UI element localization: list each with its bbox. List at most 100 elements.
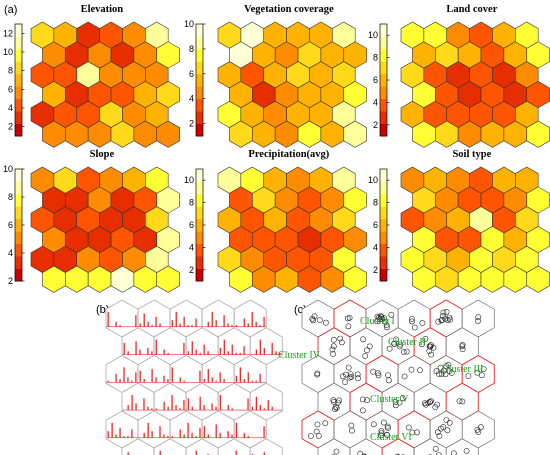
sample-point <box>443 308 450 315</box>
sample-point <box>346 374 353 381</box>
plane-6: Soil type 2 4 6 8 10 <box>368 149 550 293</box>
colorbar-swatch <box>15 61 22 75</box>
colorbar-frame <box>195 23 204 137</box>
sample-point <box>443 417 450 423</box>
sample-point <box>393 336 400 343</box>
sample-point <box>378 428 385 434</box>
colorbar-swatch <box>380 268 387 282</box>
colorbar-swatch <box>15 48 22 62</box>
cluster-label: Cluster II <box>388 337 426 348</box>
sample-point <box>463 448 470 454</box>
colorbar-tick-label: 8 <box>189 44 194 54</box>
sample-point <box>376 316 383 323</box>
cluster-hex <box>381 438 415 455</box>
sample-point <box>403 348 410 355</box>
sample-point <box>338 339 345 346</box>
sample-point <box>385 425 391 431</box>
cluster-hex <box>413 438 447 455</box>
sample-point <box>347 371 354 378</box>
colorbar-tick-label: 2 <box>373 265 378 275</box>
sample-point <box>396 343 403 350</box>
colorbar-swatch <box>380 181 387 195</box>
cluster-cell <box>461 410 495 449</box>
hex-grid <box>217 21 367 148</box>
sample-point <box>425 400 432 406</box>
colorbar-swatch <box>196 98 203 112</box>
sample-point <box>448 370 455 376</box>
sample-point <box>348 427 355 434</box>
hex-grid <box>30 21 180 148</box>
sample-point <box>459 346 466 353</box>
colorbar-tick-label: 8 <box>373 53 378 63</box>
sample-point <box>383 322 390 328</box>
profile-cell <box>233 410 267 449</box>
colorbar-tick-label: 4 <box>189 94 194 104</box>
sample-point <box>446 314 453 321</box>
colorbar-swatch <box>380 206 387 220</box>
sample-point <box>333 404 340 411</box>
colorbar-swatch <box>15 231 22 245</box>
colorbar-swatch <box>196 181 203 195</box>
sample-point <box>310 317 317 324</box>
sample-point <box>359 396 366 403</box>
plane-title: Land cover <box>446 4 497 15</box>
sample-point <box>426 399 433 405</box>
plane-title: Vegetation coverage <box>244 4 334 15</box>
sample-point <box>433 368 440 375</box>
colorbar-tick-label: 12 <box>3 28 13 38</box>
colorbar-swatch <box>196 268 203 282</box>
sample-point <box>477 424 484 431</box>
sample-point <box>334 399 341 406</box>
sample-point <box>311 313 318 320</box>
colorbar-swatch <box>15 123 22 137</box>
colorbar-tick-label: 6 <box>189 69 194 79</box>
hex-cell <box>156 120 180 148</box>
sample-point <box>392 402 399 409</box>
colorbar-swatch <box>380 218 387 232</box>
sample-point <box>355 375 361 382</box>
colorbar-swatch <box>380 61 387 75</box>
sample-point <box>366 343 373 350</box>
hex-grid <box>217 166 367 293</box>
sample-point <box>422 335 429 342</box>
sample-point <box>443 363 450 369</box>
sample-point <box>434 429 441 436</box>
colorbar-tick-label: 10 <box>3 47 13 57</box>
sample-point <box>339 373 346 380</box>
sample-point <box>405 424 412 431</box>
colorbar-swatch <box>196 256 203 269</box>
profile-hex <box>249 438 283 455</box>
colorbar: 2 4 6 8 10 <box>368 23 390 137</box>
profile-cell <box>249 438 283 455</box>
sample-point <box>370 421 377 428</box>
colorbar-swatch <box>15 169 22 182</box>
sample-point <box>330 351 336 357</box>
colorbar-tick-label: 10 <box>184 175 194 185</box>
colorbar-swatch <box>196 61 203 75</box>
sample-point <box>361 453 367 455</box>
cluster-hex <box>349 438 383 455</box>
colorbar: 2 4 6 8 10 12 <box>3 23 25 137</box>
sample-point <box>348 373 355 380</box>
sample-point <box>342 379 348 385</box>
colorbar-swatch <box>15 111 22 124</box>
sample-point <box>383 324 390 331</box>
sample-point <box>315 432 322 439</box>
profile-cell <box>121 438 155 455</box>
plane-title: Precipitation(avg) <box>248 149 329 160</box>
sample-point <box>435 318 442 325</box>
sample-point <box>322 319 329 326</box>
plane-title: Slope <box>90 149 115 160</box>
sample-point <box>400 349 407 355</box>
sample-point <box>330 343 337 350</box>
cluster-label: Cluster I <box>360 316 395 327</box>
colorbar-swatch <box>380 73 387 87</box>
colorbar-swatch <box>380 98 387 112</box>
colorbar-swatch <box>196 206 203 220</box>
sample-point <box>388 311 395 318</box>
sample-point <box>364 347 370 354</box>
sample-point <box>378 432 384 439</box>
cluster-cell <box>317 382 351 421</box>
colorbar-tick-label: 4 <box>189 242 194 252</box>
sample-point <box>314 371 320 378</box>
